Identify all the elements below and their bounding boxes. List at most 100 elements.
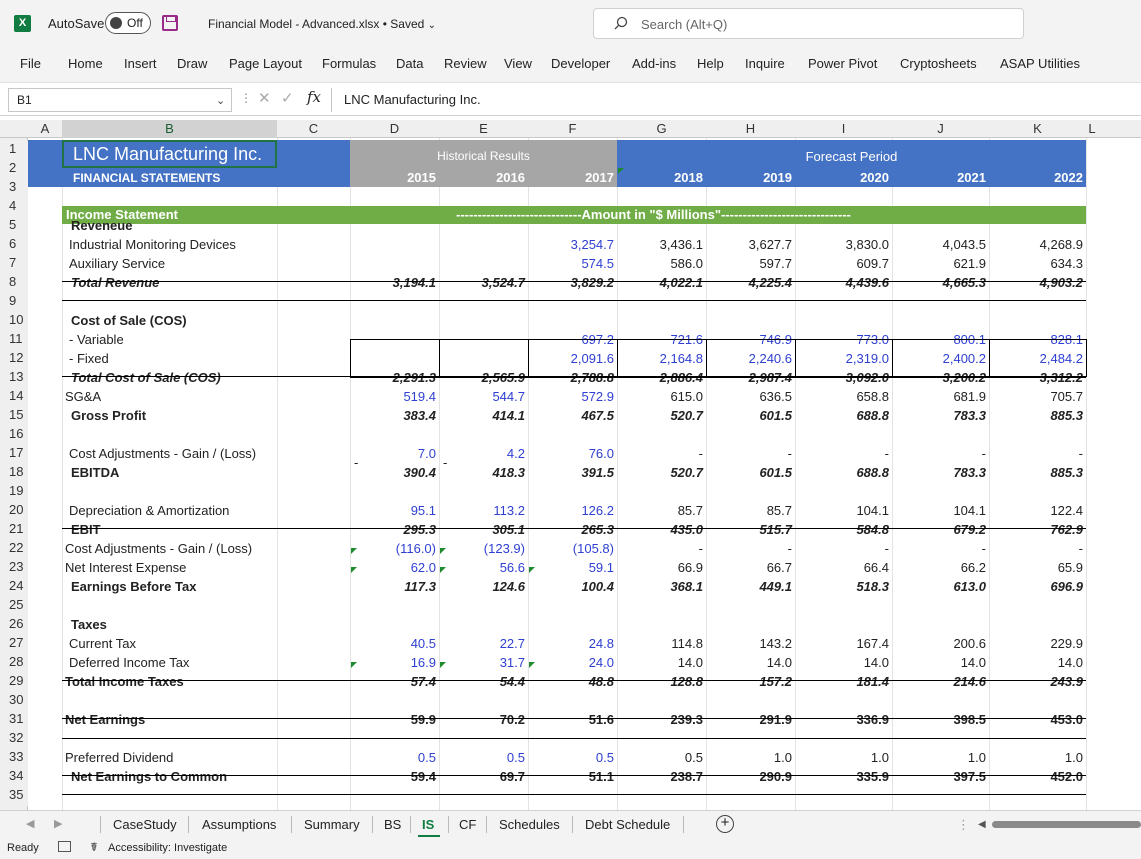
value-cell[interactable]: 634.3 [1050, 256, 1083, 271]
value-cell[interactable]: 117.3 [404, 579, 436, 594]
value-cell[interactable]: 66.2 [960, 560, 986, 575]
section-title[interactable]: Income Statement [66, 207, 178, 222]
row-header[interactable]: 20 [0, 502, 28, 521]
value-cell[interactable]: 3,627.7 [748, 237, 792, 252]
line-label[interactable]: Gross Profit [71, 408, 147, 423]
error-indicator-icon[interactable] [351, 662, 357, 668]
value-cell[interactable]: 24.0 [588, 655, 614, 670]
value-cell[interactable]: 200.6 [953, 636, 986, 651]
error-indicator-icon[interactable] [529, 567, 535, 573]
value-cell[interactable]: 24.8 [588, 636, 614, 651]
menu-review[interactable]: Review [444, 56, 487, 71]
value-cell[interactable]: 4,268.9 [1039, 237, 1083, 252]
value-cell[interactable]: 59.1 [588, 560, 614, 575]
value-cell[interactable]: 0.5 [595, 750, 614, 765]
horizontal-scrollbar[interactable] [992, 821, 1141, 828]
row-header[interactable]: 8 [0, 274, 28, 293]
row-header[interactable]: 29 [0, 673, 28, 692]
value-cell[interactable]: (123.9) [483, 541, 525, 556]
value-cell[interactable]: 126.2 [581, 503, 614, 518]
menu-view[interactable]: View [504, 56, 532, 71]
value-cell[interactable]: 290.9 [759, 769, 792, 784]
line-label[interactable]: Total Revenue [71, 275, 160, 290]
column-header-i[interactable]: I [841, 121, 846, 136]
row-header[interactable]: 10 [0, 312, 28, 331]
row-header[interactable]: 9 [0, 293, 28, 312]
document-title[interactable]: Financial Model - Advanced.xlsx • Saved … [208, 17, 437, 31]
value-cell[interactable]: 66.9 [677, 560, 703, 575]
value-cell[interactable]: 636.5 [759, 389, 792, 404]
tab-casestudy[interactable]: CaseStudy [113, 817, 177, 832]
add-sheet-icon[interactable]: + [716, 815, 734, 833]
value-cell[interactable]: 59.4 [410, 769, 436, 784]
value-cell[interactable]: 414.1 [492, 408, 525, 423]
selected-cell-b1[interactable] [62, 140, 277, 168]
value-cell[interactable]: 2,400.2 [942, 351, 986, 366]
line-label[interactable]: Net Earnings [65, 712, 146, 727]
formula-input[interactable]: LNC Manufacturing Inc. [331, 88, 1141, 112]
value-cell[interactable]: 62.0 [410, 560, 436, 575]
value-cell[interactable]: 368.1 [670, 579, 703, 594]
scroll-left-icon[interactable]: ◀ [978, 819, 986, 830]
year-2021[interactable]: 2021 [957, 170, 986, 185]
menu-data[interactable]: Data [396, 56, 424, 71]
value-cell[interactable]: 104.1 [856, 503, 889, 518]
value-cell[interactable]: 51.1 [588, 769, 614, 784]
menu-file[interactable]: File [20, 56, 41, 71]
value-cell[interactable]: 113.2 [493, 503, 525, 518]
value-cell[interactable]: 14.0 [863, 655, 889, 670]
line-label[interactable]: Total Income Taxes [65, 674, 184, 689]
value-cell[interactable]: 1.0 [967, 750, 986, 765]
value-cell[interactable]: 762.9 [1050, 522, 1083, 537]
value-cell[interactable]: 615.0 [670, 389, 703, 404]
value-cell[interactable]: 1.0 [870, 750, 889, 765]
value-cell[interactable]: 452.0 [1050, 769, 1083, 784]
value-cell[interactable]: 584.8 [856, 522, 889, 537]
column-header-g[interactable]: G [656, 121, 667, 136]
value-cell[interactable]: 85.7 [677, 503, 703, 518]
value-cell[interactable]: 0.5 [417, 750, 436, 765]
column-header-e[interactable]: E [479, 121, 488, 136]
value-cell[interactable]: 128.8 [670, 674, 703, 689]
value-cell[interactable]: 167.4 [856, 636, 889, 651]
value-cell[interactable]: - [1078, 541, 1083, 556]
value-cell[interactable]: 621.9 [953, 256, 986, 271]
chevron-down-icon[interactable]: ⌄ [216, 95, 226, 107]
value-cell[interactable]: 572.9 [581, 389, 614, 404]
value-cell[interactable]: - [787, 446, 792, 461]
line-label[interactable]: Preferred Dividend [65, 750, 174, 765]
confirm-icon[interactable]: ✓ [281, 90, 294, 107]
line-label[interactable]: Deferred Income Tax [69, 655, 190, 670]
value-cell[interactable]: 398.5 [953, 712, 986, 727]
value-cell[interactable]: 390.4 [403, 465, 436, 480]
menu-add-ins[interactable]: Add-ins [632, 56, 677, 71]
value-cell[interactable]: 122.4 [1050, 503, 1083, 518]
line-label[interactable]: - Fixed [69, 351, 109, 366]
value-cell[interactable]: 574.5 [581, 256, 614, 271]
value-cell[interactable]: 3,254.7 [570, 237, 614, 252]
value-cell[interactable]: 335.9 [856, 769, 889, 784]
line-label[interactable]: EBITDA [71, 465, 120, 480]
value-cell[interactable]: 2,164.8 [659, 351, 703, 366]
value-cell[interactable]: 601.5 [759, 408, 792, 423]
menu-cryptosheets[interactable]: Cryptosheets [900, 56, 977, 71]
error-indicator-icon[interactable] [351, 567, 357, 573]
row-header[interactable]: 34 [0, 768, 28, 787]
tab-debt-schedule[interactable]: Debt Schedule [585, 817, 671, 832]
value-cell[interactable]: 95.1 [410, 503, 436, 518]
line-label[interactable]: Taxes [71, 617, 107, 632]
year-2020[interactable]: 2020 [860, 170, 889, 185]
tab-schedules[interactable]: Schedules [499, 817, 560, 832]
amount-unit-label[interactable]: -----------------------------Amount in "… [456, 207, 851, 222]
value-cell[interactable]: 544.7 [492, 389, 525, 404]
scroll-tabs-left-icon[interactable]: ◀ [26, 818, 35, 830]
value-cell[interactable]: 453.0 [1050, 712, 1083, 727]
line-label[interactable]: Total Cost of Sale (COS) [71, 370, 221, 385]
error-indicator-icon[interactable] [529, 662, 535, 668]
value-cell[interactable]: 515.7 [759, 522, 792, 537]
value-cell[interactable]: 85.7 [766, 503, 792, 518]
value-cell[interactable]: 238.7 [670, 769, 703, 784]
save-icon[interactable] [162, 15, 178, 31]
error-indicator-icon[interactable] [440, 662, 446, 668]
historical-label[interactable]: Historical Results [437, 149, 530, 163]
